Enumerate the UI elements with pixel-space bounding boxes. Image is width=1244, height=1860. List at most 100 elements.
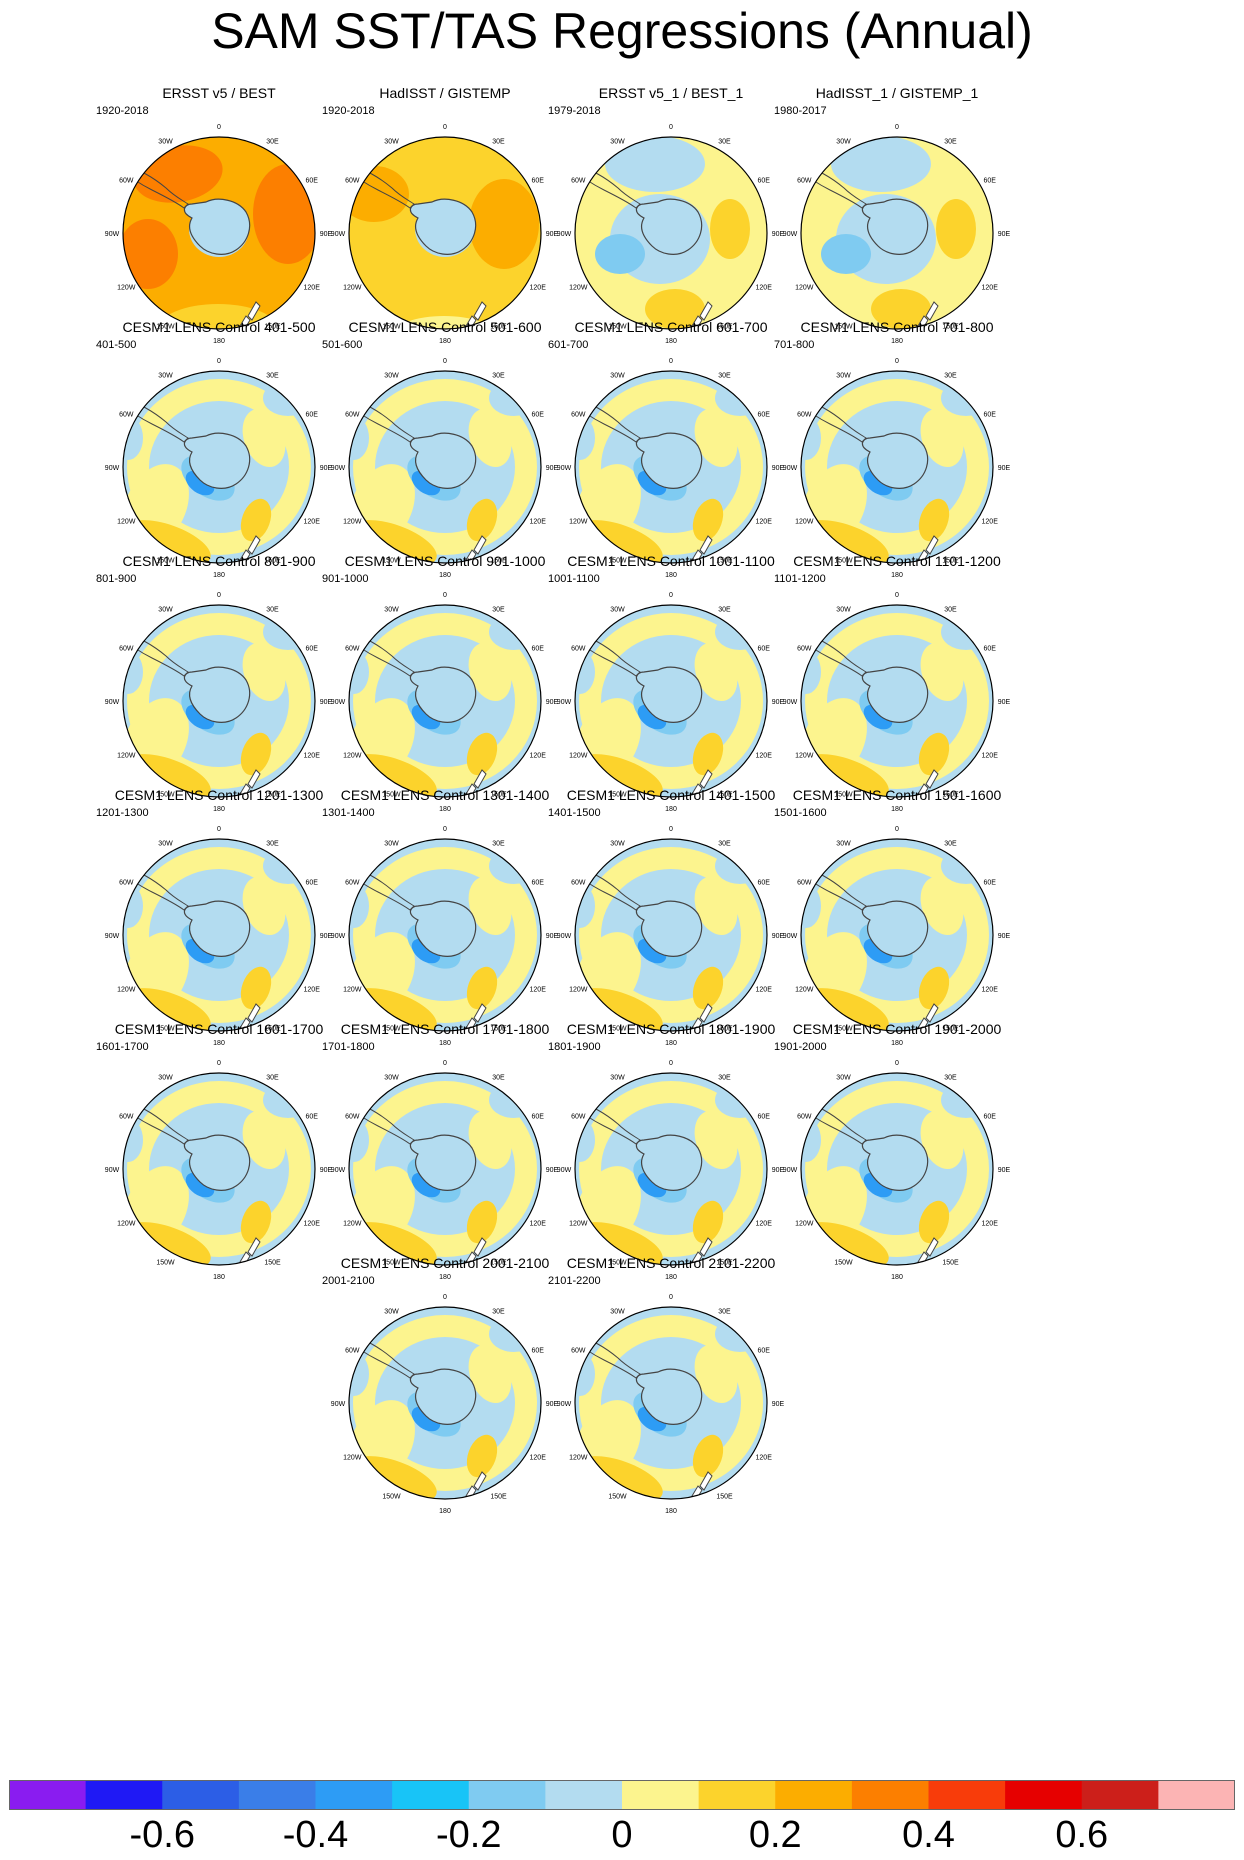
longitude-label: 30W — [610, 138, 625, 145]
colorbar-tick-label: 0.4 — [902, 1814, 955, 1856]
longitude-label: 120W — [117, 987, 136, 994]
map-border — [348, 1306, 542, 1500]
longitude-label: 60E — [757, 178, 770, 185]
longitude-label: 30W — [384, 840, 399, 847]
panel-period: 501-600 — [322, 339, 363, 351]
longitude-label: 150W — [382, 1260, 401, 1267]
map-border — [348, 1072, 542, 1266]
polar-map: 0 30E 60E 90E 120E 150E 180 150W 120W 90W 60W 30W — [105, 592, 333, 813]
longitude-label: 90W — [783, 231, 798, 238]
longitude-label: 150W — [834, 558, 853, 565]
longitude-label: 150W — [608, 1260, 627, 1267]
longitude-label: 90E — [320, 699, 333, 706]
longitude-label: 60W — [797, 646, 812, 653]
longitude-label: 0 — [895, 358, 899, 365]
longitude-label: 60E — [983, 178, 996, 185]
longitude-label: 30W — [836, 138, 851, 145]
longitude-label: 120E — [530, 753, 547, 760]
longitude-label: 60W — [345, 1114, 360, 1121]
map-panel: CESM1 LENS Control 901-1000 901-1000 0 30E 6… — [314, 552, 576, 830]
longitude-label: 180 — [213, 1274, 225, 1281]
longitude-label: 0 — [443, 592, 447, 599]
polar-map: 0 30E 60E 90E 120E 150E 180 150W 120W 90W 60W 30W — [105, 124, 333, 345]
longitude-label: 0 — [443, 358, 447, 365]
antarctica-outline — [861, 198, 929, 255]
panel-title: CESM1 LENS Control 1201-1300 — [114, 787, 324, 803]
polar-map: 0 30E 60E 90E 120E 150E 180 150W 120W 90W 60W 30W — [557, 826, 785, 1047]
panel-period: 1601-1700 — [96, 1041, 149, 1053]
longitude-label: 0 — [669, 826, 673, 833]
regression-field — [349, 1307, 541, 1499]
longitude-label: 90E — [546, 231, 559, 238]
longitude-label: 90W — [557, 231, 572, 238]
south-america-outline — [123, 399, 189, 443]
longitude-label: 180 — [665, 338, 677, 345]
antarctica-outline — [409, 198, 477, 255]
longitude-label: 60E — [983, 1114, 996, 1121]
regression-field — [801, 1073, 993, 1265]
longitude-label: 30E — [266, 840, 279, 847]
longitude-label: 120E — [756, 987, 773, 994]
panel-title: CESM1 LENS Control 1701-1800 — [340, 1021, 550, 1037]
longitude-label: 180 — [213, 338, 225, 345]
longitude-label: 150E — [942, 1026, 959, 1033]
antarctica-outline — [183, 666, 251, 723]
longitude-label: 150E — [716, 1494, 733, 1501]
south-america-outline — [575, 633, 641, 677]
antarctica-outline — [183, 432, 251, 489]
longitude-label: 90E — [546, 1167, 559, 1174]
longitude-label: 90E — [998, 933, 1011, 940]
longitude-label: 90E — [546, 699, 559, 706]
antarctica-outline — [409, 900, 477, 957]
regression-field — [349, 839, 541, 1031]
south-america-outline — [801, 633, 867, 677]
longitude-label: 60W — [119, 880, 134, 887]
regression-field — [801, 605, 993, 797]
longitude-label: 60W — [119, 178, 134, 185]
longitude-label: 30W — [384, 372, 399, 379]
longitude-label: 0 — [217, 592, 221, 599]
colorbar-swatch — [1158, 1780, 1235, 1810]
longitude-label: 150E — [264, 1026, 281, 1033]
longitude-label: 150E — [716, 1260, 733, 1267]
longitude-label: 180 — [665, 572, 677, 579]
longitude-label: 150W — [608, 1026, 627, 1033]
longitude-label: 90W — [105, 1167, 120, 1174]
regression-field — [801, 839, 993, 1031]
regression-field — [123, 137, 315, 329]
longitude-label: 90W — [557, 933, 572, 940]
map-border — [574, 604, 768, 798]
colorbar — [9, 1780, 1235, 1810]
south-america-outline — [349, 399, 415, 443]
panel-period: 1920-2018 — [96, 105, 149, 117]
longitude-label: 150W — [382, 1494, 401, 1501]
regression-field — [575, 137, 767, 329]
panel-title: CESM1 LENS Control 601-700 — [574, 319, 768, 335]
longitude-label: 60E — [531, 178, 544, 185]
longitude-label: 150E — [490, 1260, 507, 1267]
longitude-label: 60W — [345, 178, 360, 185]
antarctica-outline — [861, 432, 929, 489]
map-panel: CESM1 LENS Control 1401-1500 1401-1500 0 30… — [540, 786, 802, 1064]
longitude-label: 150E — [264, 1260, 281, 1267]
longitude-label: 30W — [610, 1308, 625, 1315]
longitude-label: 60E — [531, 880, 544, 887]
longitude-label: 0 — [217, 826, 221, 833]
longitude-label: 150W — [608, 558, 627, 565]
polar-map: 0 30E 60E 90E 120E 150E 180 150W 120W 90W 60W 30W — [557, 1294, 785, 1515]
figure-title: SAM SST/TAS Regressions (Annual) — [211, 3, 1033, 59]
colorbar-swatch — [392, 1780, 470, 1810]
colorbar-tick-label: -0.2 — [436, 1814, 502, 1856]
longitude-label: 90W — [783, 465, 798, 472]
panel-title: CESM1 LENS Control 1801-1900 — [566, 1021, 776, 1037]
longitude-label: 150W — [382, 1026, 401, 1033]
longitude-label: 150W — [608, 1494, 627, 1501]
longitude-label: 120E — [530, 1455, 547, 1462]
polar-map: 0 30E 60E 90E 120E 150E 180 150W 120W 90W 60W 30W — [331, 592, 559, 813]
longitude-label: 120W — [569, 519, 588, 526]
longitude-label: 120E — [982, 1221, 999, 1228]
longitude-label: 180 — [665, 1274, 677, 1281]
colorbar-swatch — [698, 1780, 776, 1810]
longitude-label: 60E — [531, 646, 544, 653]
map-panel: CESM1 LENS Control 1801-1900 1801-1900 0 30… — [540, 1020, 802, 1298]
